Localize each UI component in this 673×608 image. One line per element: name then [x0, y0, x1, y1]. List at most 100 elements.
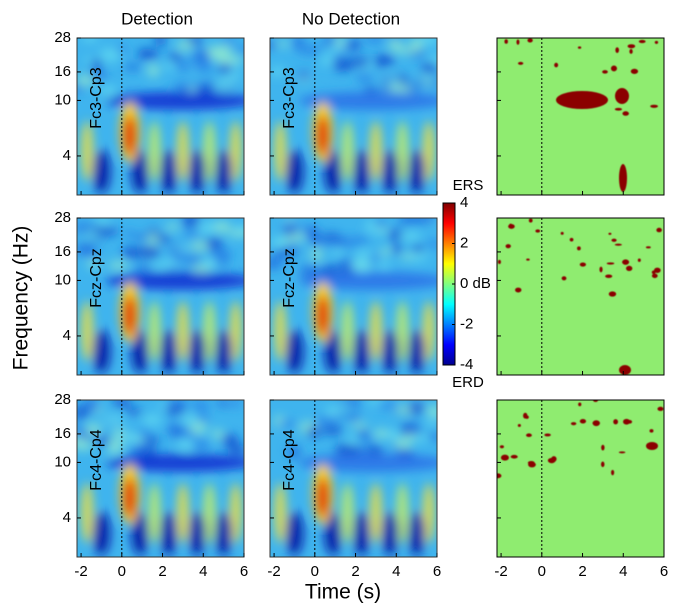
row-label: Fc3-Cp3 — [88, 67, 105, 128]
speckle — [154, 38, 166, 47]
stripe — [203, 121, 216, 182]
speckle — [88, 72, 110, 79]
speckle — [227, 230, 244, 238]
speckle — [217, 55, 231, 65]
sig-blob — [605, 274, 613, 279]
sig-blob — [517, 424, 521, 427]
speckle — [172, 82, 194, 90]
speckle — [398, 218, 420, 226]
speckle — [100, 85, 117, 97]
ers-core — [316, 295, 329, 336]
speckle — [424, 419, 437, 428]
frame — [76, 37, 245, 196]
sig-blob — [592, 420, 600, 427]
y-tick-label: 28 — [54, 391, 71, 408]
dark-stripe — [131, 329, 150, 374]
speckle — [308, 234, 328, 246]
speckle — [409, 423, 421, 435]
stripe — [341, 301, 354, 362]
speckle — [393, 438, 413, 449]
stripe — [274, 121, 287, 182]
speckle — [77, 423, 83, 434]
stripe — [341, 483, 354, 544]
speckle — [325, 406, 343, 417]
dark-stripe — [214, 511, 233, 556]
dark-stripe — [131, 149, 150, 194]
frame — [76, 217, 245, 376]
dark-stripe — [352, 511, 371, 556]
speckle — [327, 44, 345, 53]
sig-blob — [651, 273, 658, 279]
dark-stripe — [214, 329, 233, 374]
stripe — [396, 121, 409, 182]
speckle — [349, 57, 370, 68]
y-tick-label: 4 — [63, 327, 71, 344]
speckle — [122, 247, 143, 259]
speckle — [345, 400, 362, 408]
heatmap — [270, 400, 437, 557]
speckle — [147, 63, 160, 78]
speckle — [124, 229, 136, 239]
dark-stripe — [188, 329, 207, 374]
ers-core — [123, 115, 136, 156]
row-label: Fcz-Cpz — [281, 248, 298, 308]
speckle — [99, 48, 122, 63]
sig-blob — [505, 244, 511, 249]
speckle — [96, 435, 111, 446]
dark-stripe — [188, 149, 207, 194]
speckle — [271, 66, 284, 78]
stripe — [422, 121, 435, 182]
speckle — [134, 233, 150, 241]
speckle — [216, 400, 231, 408]
speckle — [125, 407, 143, 415]
band — [298, 91, 437, 110]
dark-stripe — [92, 149, 111, 194]
sig-blob — [637, 258, 641, 262]
speckle — [364, 86, 378, 94]
stripe — [81, 301, 94, 362]
speckle — [285, 221, 301, 228]
speckle — [373, 428, 388, 439]
speckle — [163, 62, 179, 70]
speckle — [77, 436, 85, 444]
speckle — [108, 260, 129, 270]
sig-blob — [577, 46, 582, 49]
speckle — [420, 61, 437, 75]
frame — [496, 37, 665, 196]
speckle — [301, 225, 321, 238]
x-tick-label: 6 — [240, 563, 248, 580]
speckle — [386, 429, 402, 442]
speckle — [168, 52, 182, 62]
sig-blobs — [504, 38, 659, 192]
sig-blob — [569, 237, 574, 242]
sig-blob — [523, 412, 528, 419]
sig-bg — [497, 38, 664, 195]
y-tick-label: 10 — [54, 271, 71, 288]
x-tick-label: -2 — [494, 563, 507, 580]
stripe — [274, 301, 287, 362]
heatmap — [77, 38, 244, 195]
sig-blob — [606, 262, 615, 265]
speckle — [179, 412, 200, 425]
colorbar-top-label: ERS — [453, 177, 484, 194]
speckle — [183, 229, 202, 238]
band — [298, 271, 437, 290]
sig-blob — [622, 111, 629, 116]
speckle — [380, 247, 391, 256]
speckle — [134, 264, 154, 271]
speckle — [120, 431, 142, 444]
sig-blob — [625, 265, 633, 272]
x-tick-label: 4 — [199, 563, 207, 580]
speckle — [211, 221, 232, 233]
heatmap-blobs — [77, 400, 244, 556]
speckle — [409, 38, 424, 52]
speckle — [310, 247, 323, 262]
colorbar-tick-label: 2 — [460, 234, 468, 251]
frame — [496, 217, 665, 376]
speckle — [291, 38, 306, 48]
sig-blob — [602, 70, 608, 74]
band — [298, 453, 437, 472]
sig-blob — [630, 68, 639, 74]
y-axis-label: Frequency (Hz) — [10, 226, 33, 371]
speckle — [303, 44, 321, 56]
